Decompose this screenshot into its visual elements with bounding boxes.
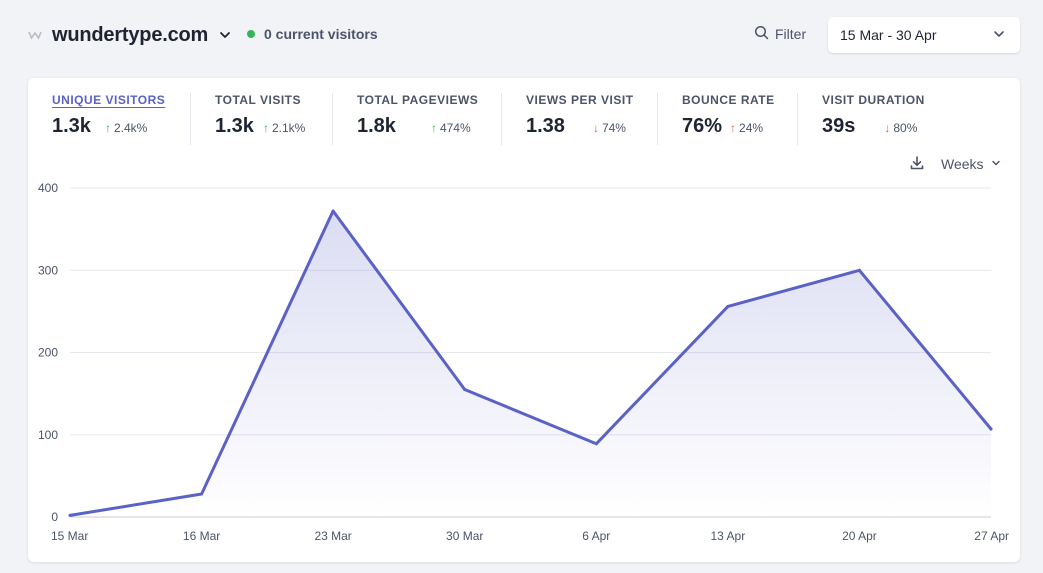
metric-change-value: 2.4k% [113, 121, 148, 135]
current-visitors[interactable]: 0 current visitors [247, 26, 378, 42]
data-point [726, 304, 730, 308]
metric-change: ↓ 80% [884, 121, 917, 135]
metric-value: 76% [682, 115, 723, 137]
metric-divider [657, 93, 658, 145]
metric-change: ↑ 24% [730, 121, 763, 135]
metric-views-per-visit[interactable]: VIEWS PER VISIT 1.38 ↓ 74% [526, 93, 634, 138]
chevron-down-icon [984, 156, 1002, 172]
date-range-picker[interactable]: 15 Mar - 30 Apr [828, 17, 1020, 53]
arrow-up-icon: ↑ [262, 121, 269, 135]
metric-value: 1.38 [526, 115, 565, 137]
x-tick-label: 16 Mar [183, 529, 220, 543]
visitors-chart: 0 100 200 300 400 15 Mar 16 Mar 23 Mar 30 Mar 6 A… [38, 181, 1009, 543]
metric-label: VIEWS PER VISIT [526, 93, 634, 107]
x-tick-label: 27 Apr [974, 529, 1009, 543]
metric-label: TOTAL VISITS [215, 93, 302, 107]
site-name: wundertype.com [52, 23, 209, 46]
metric-value: 1.3k [52, 115, 91, 137]
series-area [70, 211, 991, 517]
metric-change-value: 2.1k% [271, 121, 306, 135]
metric-change-value: 80% [893, 121, 918, 135]
metric-value: 39s [822, 115, 856, 137]
y-tick-label: 400 [38, 181, 58, 195]
filter-button[interactable]: Filter [754, 25, 806, 43]
filter-label: Filter [775, 26, 807, 42]
y-tick-label: 300 [38, 263, 58, 277]
data-point [857, 268, 861, 272]
top-bar: wundertype.com 0 current visitors Filter… [0, 0, 1043, 70]
metric-bounce-rate[interactable]: BOUNCE RATE 76% ↑ 24% [682, 93, 775, 138]
chevron-down-icon [992, 27, 1006, 44]
y-tick-label: 100 [38, 428, 58, 442]
download-icon[interactable] [909, 155, 925, 171]
metric-divider [501, 93, 502, 145]
arrow-down-icon: ↓ [592, 121, 599, 135]
interval-label: Weeks [941, 156, 984, 172]
x-tick-label: 6 Apr [582, 529, 610, 543]
metric-value: 1.8k [357, 115, 396, 137]
metric-value: 1.3k [215, 115, 254, 137]
live-indicator-dot [247, 30, 255, 38]
metric-change-value: 74% [601, 121, 626, 135]
data-point [68, 513, 72, 517]
metric-divider [797, 93, 798, 145]
x-tick-label: 23 Mar [314, 529, 351, 543]
metric-change: ↓ 74% [593, 121, 626, 135]
metric-change: ↑ 2.4k% [105, 121, 147, 135]
x-tick-label: 30 Mar [446, 529, 483, 543]
metric-change: ↑ 474% [431, 121, 471, 135]
data-point [200, 492, 204, 496]
x-tick-label: 20 Apr [842, 529, 877, 543]
metric-label: UNIQUE VISITORS [52, 93, 166, 107]
date-range-label: 15 Mar - 30 Apr [840, 27, 937, 43]
metric-divider [332, 93, 333, 145]
arrow-down-icon: ↓ [884, 121, 891, 135]
arrow-up-icon: ↑ [730, 121, 737, 135]
site-switcher[interactable]: wundertype.com [28, 22, 232, 48]
data-point [331, 209, 335, 213]
y-tick-label: 0 [51, 510, 58, 524]
metric-change: ↑ 2.1k% [263, 121, 305, 135]
chevron-down-icon [218, 28, 232, 42]
metric-divider [190, 93, 191, 145]
x-tick-label: 15 Mar [51, 529, 88, 543]
wundertype-logo-icon [28, 30, 42, 40]
data-point [463, 388, 467, 392]
arrow-up-icon: ↑ [104, 121, 111, 135]
data-point [594, 442, 598, 446]
search-icon [754, 25, 775, 43]
current-visitors-label: 0 current visitors [264, 26, 378, 42]
x-tick-label: 13 Apr [711, 529, 746, 543]
metric-total-pageviews[interactable]: TOTAL PAGEVIEWS 1.8k ↑ 474% [357, 93, 478, 138]
metric-change-value: 24% [739, 121, 764, 135]
metric-change-value: 474% [439, 121, 471, 135]
metric-label: BOUNCE RATE [682, 93, 775, 107]
series-line [68, 209, 993, 517]
metric-label: TOTAL PAGEVIEWS [357, 93, 479, 107]
visitors-card: UNIQUE VISITORS 1.3k ↑ 2.4k% TOTAL VISIT… [28, 78, 1020, 562]
interval-selector[interactable]: Weeks [941, 156, 1002, 172]
arrow-up-icon: ↑ [430, 121, 437, 135]
metric-label: VISIT DURATION [822, 93, 925, 107]
metric-visit-duration[interactable]: VISIT DURATION 39s ↓ 80% [822, 93, 925, 138]
metric-unique-visitors[interactable]: UNIQUE VISITORS 1.3k ↑ 2.4k% [52, 93, 165, 138]
metric-total-visits[interactable]: TOTAL VISITS 1.3k ↑ 2.1k% [215, 93, 305, 138]
data-point [989, 427, 993, 431]
y-tick-label: 200 [38, 346, 58, 360]
